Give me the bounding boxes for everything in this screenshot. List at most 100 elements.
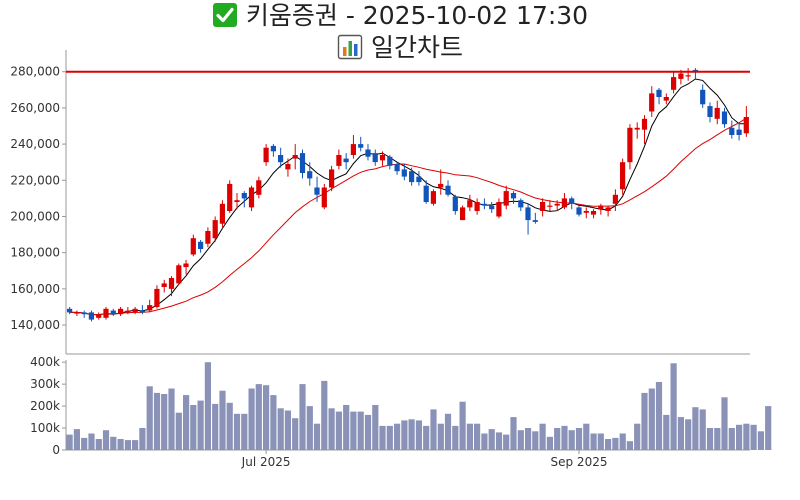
volume-bar — [219, 390, 226, 450]
candle — [736, 122, 742, 141]
chart-title: 키움증권 - 2025-10-02 17:30 — [0, 1, 800, 31]
candle-body — [387, 156, 393, 166]
candle-body — [467, 200, 473, 208]
volume-bar — [117, 439, 124, 450]
candle — [74, 310, 80, 316]
candle-body — [474, 202, 480, 211]
candle-body — [736, 129, 742, 135]
volume-bar — [350, 411, 357, 450]
volume-bar — [161, 394, 168, 450]
candle — [547, 200, 553, 212]
volume-y-tick-label: 300k — [30, 377, 60, 391]
candle — [663, 93, 669, 105]
candle — [394, 162, 400, 175]
candle — [154, 285, 160, 309]
candle-body — [656, 89, 662, 97]
candle — [714, 100, 720, 125]
candle-body — [620, 162, 626, 190]
candle — [118, 306, 124, 316]
candle-body — [139, 310, 145, 313]
volume-bar — [277, 408, 284, 450]
volume-bar — [132, 440, 139, 450]
candle — [721, 107, 728, 128]
price-y-tick-label: 180,000 — [10, 246, 60, 260]
volume-bar — [423, 425, 430, 450]
candle-body — [401, 169, 407, 177]
candle — [256, 176, 262, 199]
candle-body — [547, 205, 553, 207]
price-y-tick-label: 140,000 — [10, 318, 60, 332]
volume-bar — [503, 434, 510, 450]
candle-body — [430, 191, 436, 204]
ma20-line — [69, 117, 747, 316]
candle-body — [554, 203, 560, 206]
volume-bar — [88, 433, 95, 450]
candle — [685, 68, 691, 81]
candle — [96, 312, 102, 320]
candle-body — [372, 153, 378, 163]
volume-bar — [605, 439, 612, 450]
volume-bar — [299, 384, 306, 450]
candle-body — [583, 211, 589, 213]
candle-body — [263, 147, 269, 163]
candle — [438, 169, 444, 195]
candle-body — [67, 308, 73, 313]
volume-bar — [474, 423, 481, 450]
candle-body — [329, 169, 335, 188]
price-y-tick-label: 200,000 — [10, 209, 60, 223]
candle — [467, 194, 473, 212]
volume-bar — [597, 433, 604, 450]
chart-subtitle: 일간차트 — [0, 33, 800, 63]
candle — [627, 124, 633, 170]
volume-bar — [212, 403, 219, 450]
volume-bar — [437, 423, 444, 450]
candle — [329, 165, 335, 192]
volume-bar — [343, 405, 350, 450]
candle — [147, 299, 153, 313]
volume-bar — [241, 413, 248, 450]
candle — [198, 240, 204, 253]
chart-subtitle-text: 일간차트 — [370, 33, 463, 62]
volume-bar — [634, 423, 641, 450]
candle-body — [132, 308, 138, 313]
volume-bar — [248, 388, 255, 450]
candle — [671, 71, 677, 94]
volume-bar — [306, 406, 313, 450]
candle — [103, 306, 109, 320]
candle-body — [88, 312, 94, 320]
candle — [365, 144, 371, 161]
volume-bar — [568, 430, 575, 450]
candle — [518, 198, 524, 212]
volume-bar — [153, 392, 161, 450]
candle-body — [168, 278, 175, 289]
chart-title-text: 키움증권 - 2025-10-02 17:30 — [245, 1, 589, 30]
candle-body — [110, 310, 116, 315]
volume-bar — [525, 428, 532, 450]
candle — [590, 209, 597, 219]
candle — [248, 185, 255, 212]
candle — [707, 102, 713, 123]
volume-bar — [575, 428, 583, 450]
volume-bar — [699, 409, 706, 450]
candle-body — [576, 207, 582, 215]
candle — [561, 192, 567, 210]
candle — [452, 194, 458, 215]
candle-body — [365, 149, 371, 157]
volume-bar — [335, 411, 342, 450]
candle — [460, 205, 466, 221]
volume-bar — [66, 434, 73, 450]
candle-body — [198, 241, 204, 249]
candle-body — [278, 155, 284, 163]
candle-body — [605, 207, 611, 211]
candle — [656, 88, 662, 105]
candle-body — [641, 118, 648, 130]
candle-body — [103, 308, 109, 318]
candle-body — [118, 308, 124, 315]
candle-body — [423, 185, 429, 202]
volume-bar — [757, 431, 764, 450]
volume-y-tick-label: 100k — [30, 421, 60, 435]
candle — [190, 234, 196, 257]
x-tick-label: Sep 2025 — [551, 455, 608, 469]
candle-body — [81, 312, 87, 315]
volume-bar — [270, 395, 277, 450]
